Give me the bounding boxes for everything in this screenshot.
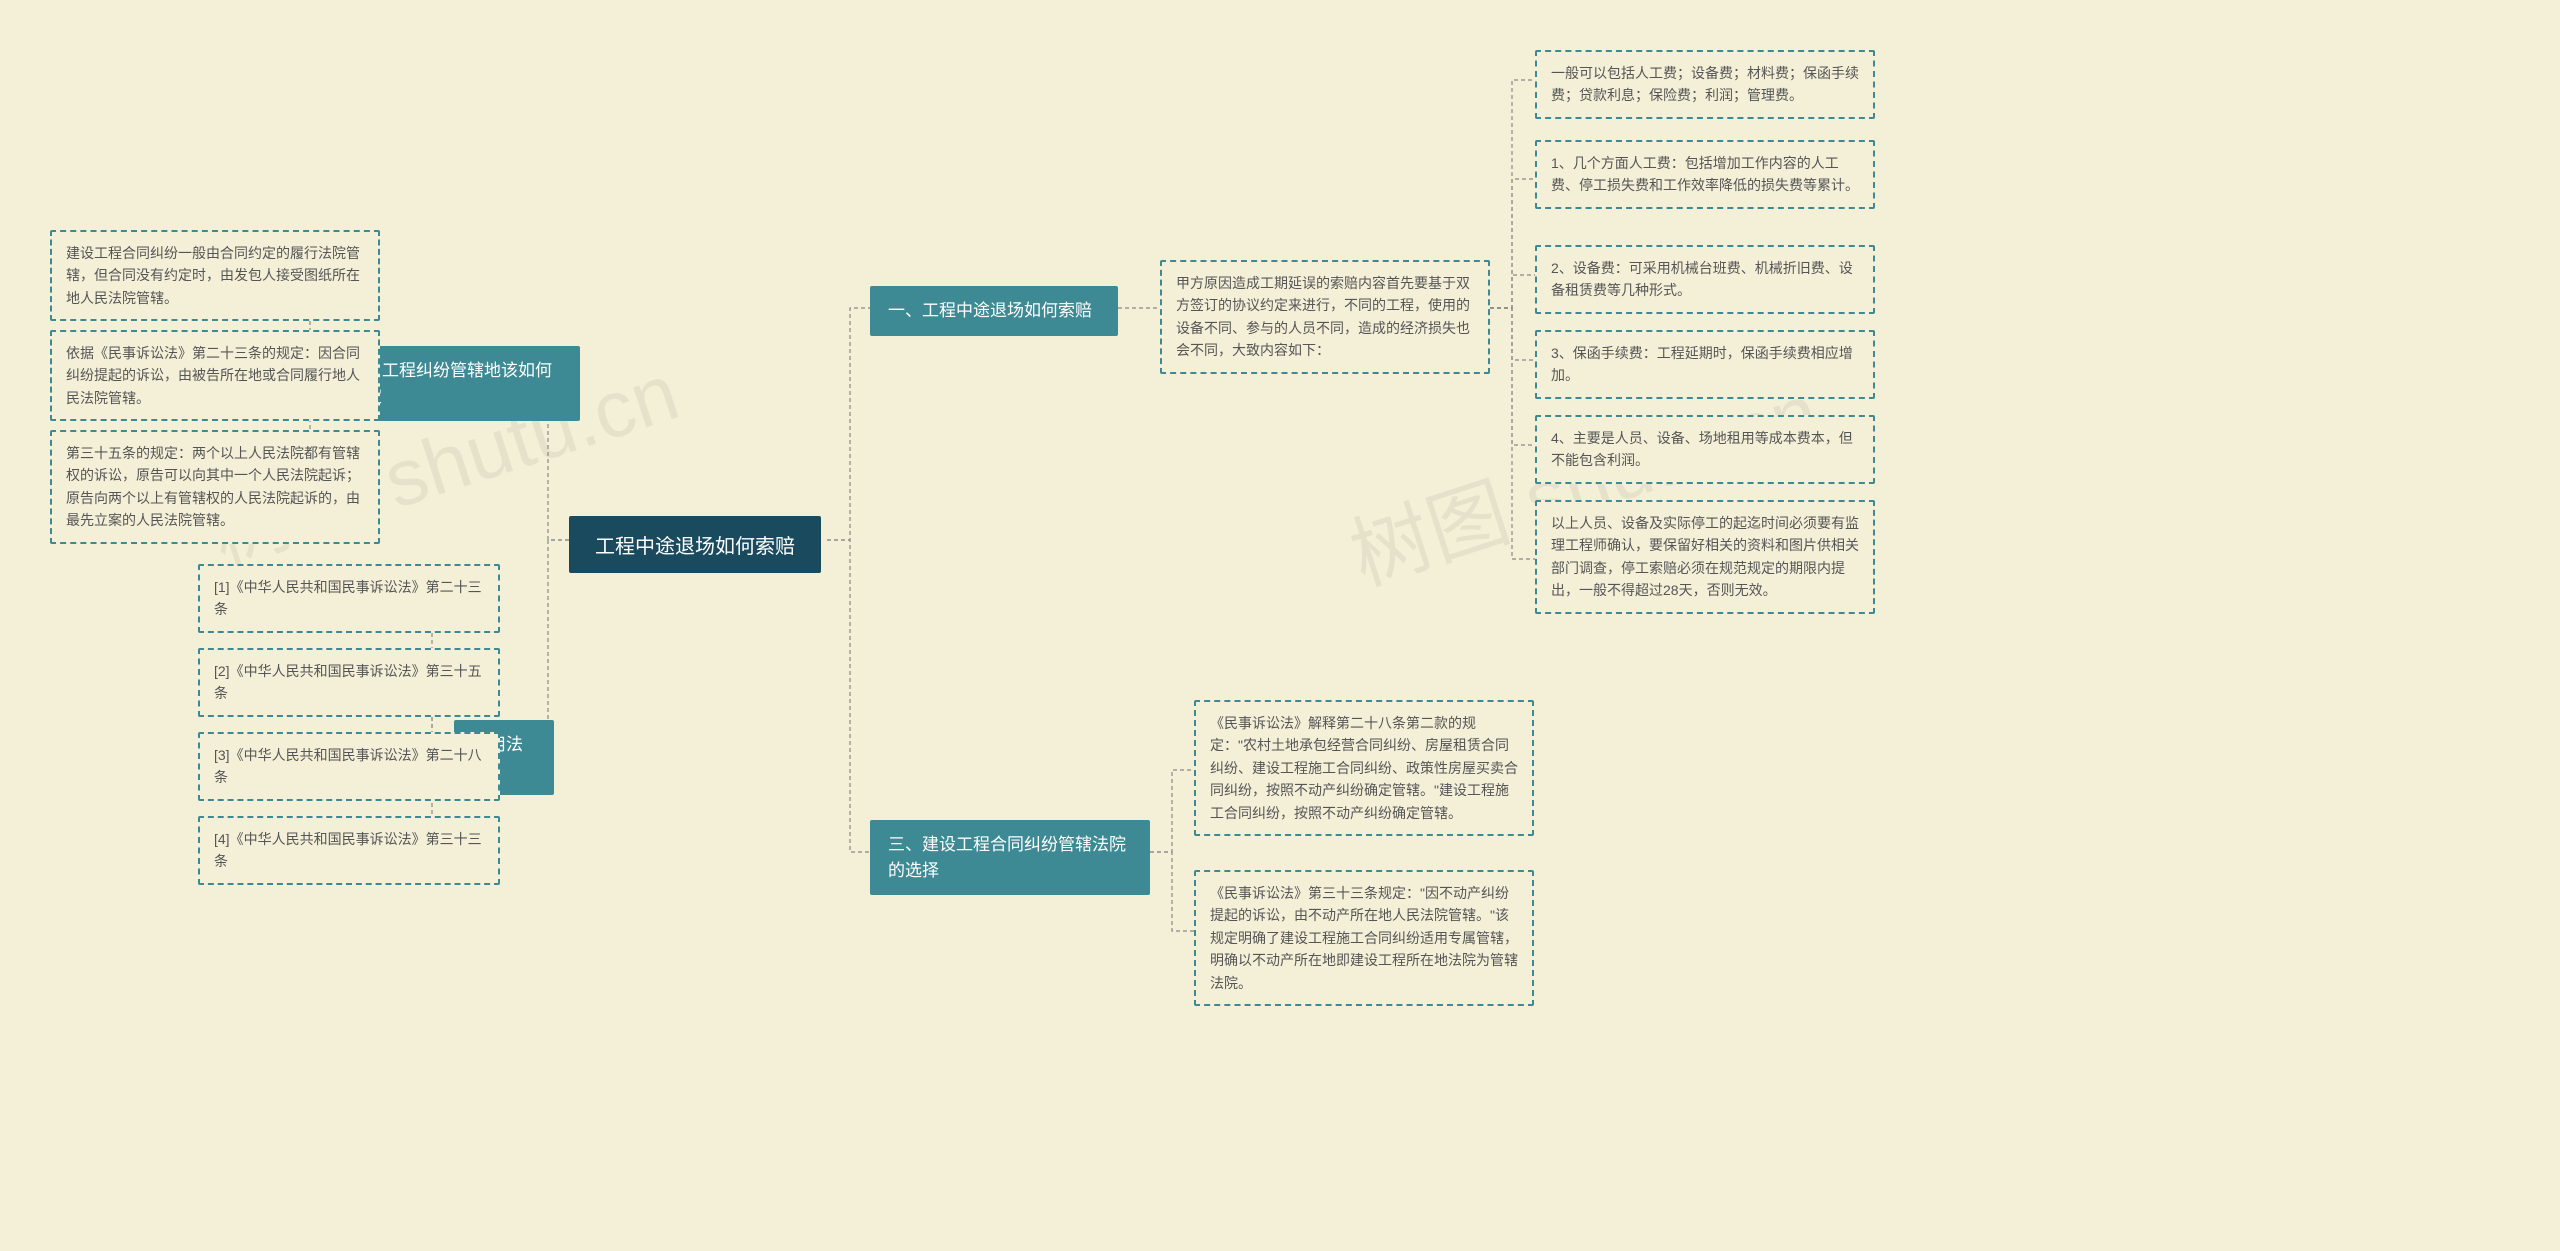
leaf-l3-2: 《民事诉讼法》第三十三条规定："因不动产纠纷提起的诉讼，由不动产所在地人民法院管… [1194, 870, 1534, 1006]
root-node[interactable]: 工程中途退场如何索赔 [569, 516, 821, 573]
leaf-l1-5: 4、主要是人员、设备、场地租用等成本费本，但不能包含利润。 [1535, 415, 1875, 484]
leaf-l1-6: 以上人员、设备及实际停工的起迄时间必须要有监理工程师确认，要保留好相关的资料和图… [1535, 500, 1875, 614]
leaf-l1-3: 2、设备费：可采用机械台班费、机械折旧费、设备租赁费等几种形式。 [1535, 245, 1875, 314]
leaf-l1-4: 3、保函手续费：工程延期时，保函手续费相应增加。 [1535, 330, 1875, 399]
branch-b3[interactable]: 三、建设工程合同纠纷管辖法院的选择 [870, 820, 1150, 895]
leaf-l2-1: 建设工程合同纠纷一般由合同约定的履行法院管辖，但合同没有约定时，由发包人接受图纸… [50, 230, 380, 321]
leaf-l2-3: 第三十五条的规定：两个以上人民法院都有管辖权的诉讼，原告可以向其中一个人民法院起… [50, 430, 380, 544]
leaf-l4-4: [4]《中华人民共和国民事诉讼法》第三十三条 [198, 816, 500, 885]
leaf-l1-1: 一般可以包括人工费；设备费；材料费；保函手续费；贷款利息；保险费；利润；管理费。 [1535, 50, 1875, 119]
leaf-l4-3: [3]《中华人民共和国民事诉讼法》第二十八条 [198, 732, 500, 801]
branch-b1[interactable]: 一、工程中途退场如何索赔 [870, 286, 1118, 336]
leaf-l1-2: 1、几个方面人工费：包括增加工作内容的人工费、停工损失费和工作效率降低的损失费等… [1535, 140, 1875, 209]
leaf-l3-1: 《民事诉讼法》解释第二十八条第二款的规定："农村土地承包经营合同纠纷、房屋租赁合… [1194, 700, 1534, 836]
leaf-l4-1: [1]《中华人民共和国民事诉讼法》第二十三条 [198, 564, 500, 633]
branch-b1-desc: 甲方原因造成工期延误的索赔内容首先要基于双方签订的协议约定来进行，不同的工程，使… [1160, 260, 1490, 374]
leaf-l2-2: 依据《民事诉讼法》第二十三条的规定：因合同纠纷提起的诉讼，由被告所在地或合同履行… [50, 330, 380, 421]
leaf-l4-2: [2]《中华人民共和国民事诉讼法》第三十五条 [198, 648, 500, 717]
